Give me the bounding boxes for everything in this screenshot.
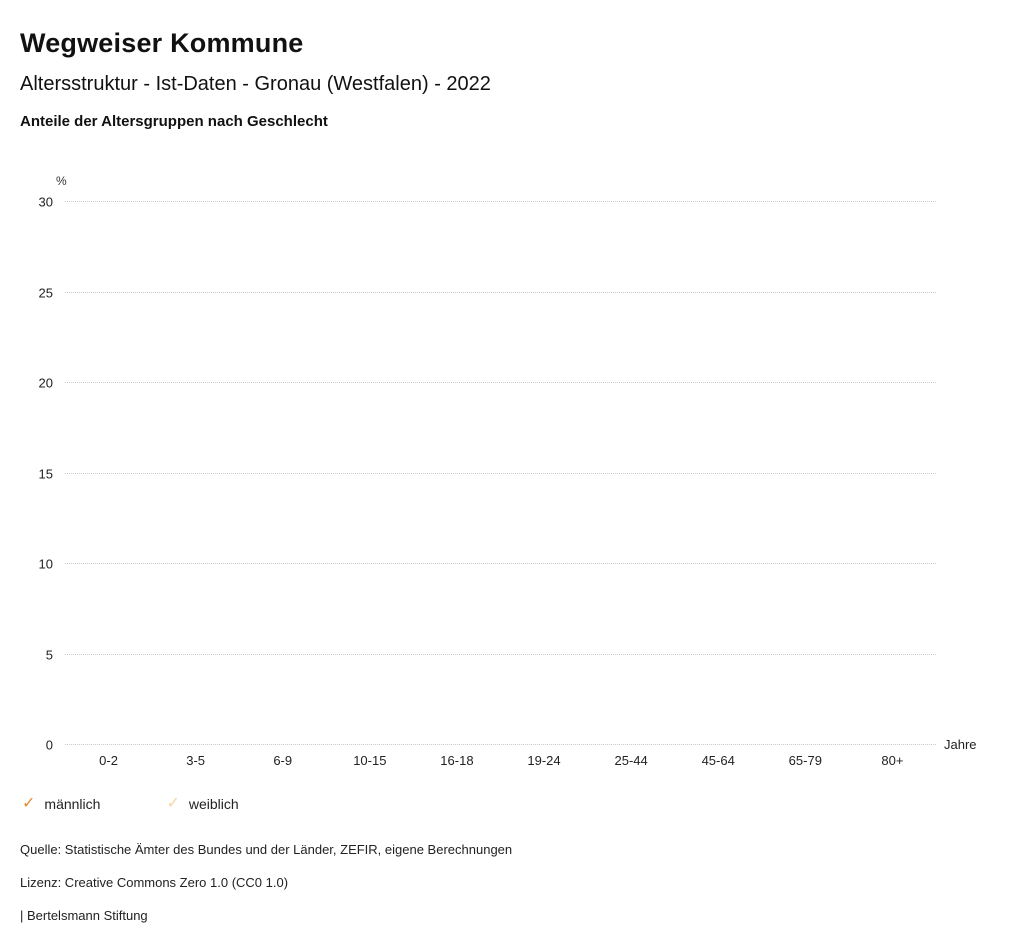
license-text: Lizenz: Creative Commons Zero 1.0 (CC0 1… [20, 875, 289, 890]
y-axis-unit-label: % [56, 174, 67, 188]
legend-check-icon: ✓ [166, 795, 180, 812]
x-axis-unit-label: Jahre [944, 737, 977, 752]
x-tick-label-80+: 80+ [881, 753, 904, 768]
chart-subtitle: Altersstruktur - Ist-Daten - Gronau (Wes… [20, 73, 491, 95]
page-title: Wegweiser Kommune [20, 28, 304, 58]
x-tick-label-25-44: 25-44 [614, 753, 648, 768]
y-tick-label-30: 30 [38, 194, 53, 210]
x-axis-labels: 0-2 3-5 6-9 10-15 16-18 19-24 25-44 45-64 65-79 8… [65, 753, 936, 768]
legend-label: männlich [44, 796, 101, 812]
chart-legend: ✓ männlich ✓ weiblich [22, 795, 1004, 813]
chart-footer: Quelle: Statistische Ämter des Bundes un… [20, 842, 1004, 923]
x-tick-label-45-64: 45-64 [701, 753, 735, 768]
bar-groups [65, 202, 936, 745]
legend-check-icon: ✓ [22, 795, 36, 812]
x-tick-label-0-2: 0-2 [99, 753, 118, 768]
chart-heading: Anteile der Altersgruppen nach Geschlech… [20, 113, 328, 130]
gridline-0 [65, 744, 936, 745]
legend-item-weiblich[interactable]: ✓ weiblich [166, 795, 239, 813]
x-tick-label-6-9: 6-9 [273, 753, 293, 768]
y-tick-label-15: 15 [38, 466, 53, 481]
x-tick-label-19-24: 19-24 [527, 753, 561, 768]
page: Wegweiser Kommune Altersstruktur - Ist-D… [20, 28, 1004, 923]
x-tick-label-65-79: 65-79 [788, 753, 822, 768]
y-tick-label-5: 5 [45, 647, 53, 662]
gridline-30 [65, 201, 936, 202]
plot-area: Jahre 0 5 10 15 20 25 30 [39, 195, 977, 753]
x-tick-label-16-18: 16-18 [440, 753, 474, 768]
x-tick-label-3-5: 3-5 [186, 753, 206, 768]
y-tick-label-20: 20 [38, 375, 53, 391]
gridline-10 [65, 563, 936, 564]
bar-chart: % Jahre 0 5 10 15 20 25 30 0-2 3-5 6-9 10-15 16-18… [20, 174, 1004, 768]
attribution-text: | Bertelsmann Stiftung [20, 908, 148, 923]
gridline-20 [65, 382, 936, 383]
gridline-25 [65, 291, 936, 293]
gridline-5 [65, 653, 936, 655]
legend-item-männlich[interactable]: ✓ männlich [22, 795, 101, 813]
source-text: Quelle: Statistische Ämter des Bundes un… [20, 842, 513, 857]
y-tick-label-10: 10 [38, 556, 53, 572]
y-tick-label-25: 25 [38, 285, 53, 300]
x-tick-label-10-15: 10-15 [353, 753, 387, 768]
legend-label: weiblich [188, 796, 239, 812]
gridline-15 [65, 472, 936, 474]
y-tick-label-0: 0 [45, 737, 53, 753]
